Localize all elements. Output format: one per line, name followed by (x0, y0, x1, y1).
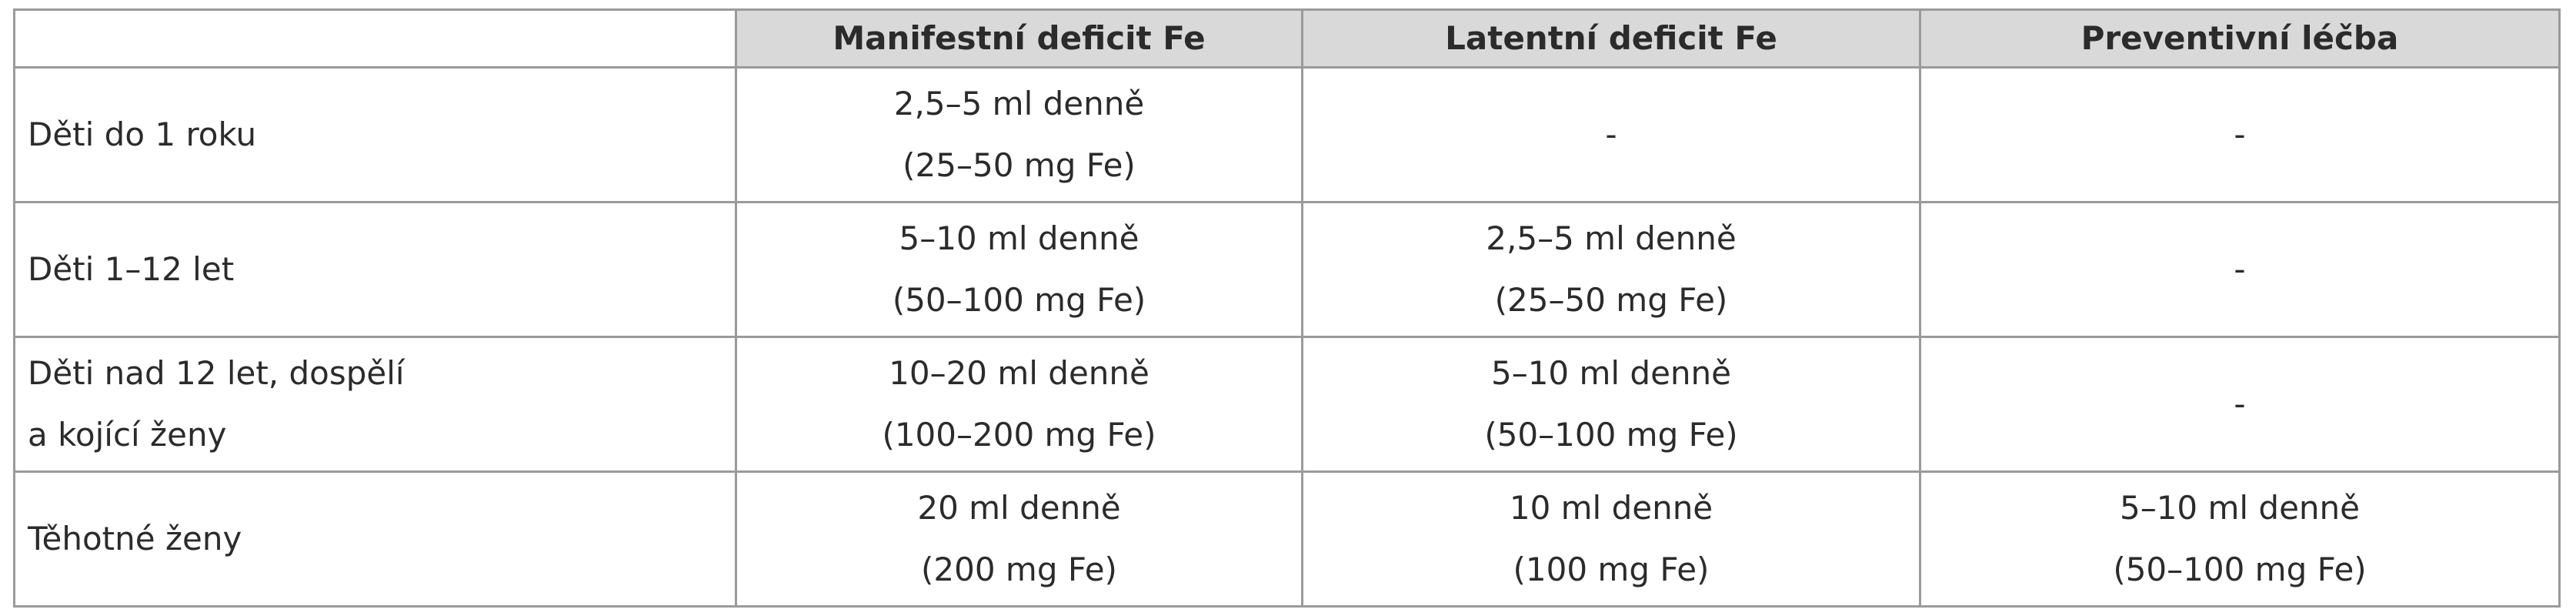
cell-line: - (2234, 250, 2246, 288)
cell-line: (25–50 mg Fe) (903, 146, 1136, 184)
table-cell: 5–10 ml denně (50–100 mg Fe) (735, 201, 1303, 338)
table-row: Děti nad 12 let, dospělí a kojící ženy 10–… (13, 336, 2561, 473)
cell-line: 10 ml denně (1509, 489, 1713, 527)
table-cell: 5–10 ml denně (50–100 mg Fe) (1919, 470, 2561, 608)
table-row: Děti do 1 roku 2,5–5 ml denně (25–50 mg Fe… (13, 66, 2561, 203)
header-cell: Manifestní deficit Fe (735, 8, 1303, 69)
table-cell: - (1919, 336, 2561, 473)
cell-line: a kojící ženy (28, 416, 227, 454)
table-cell: Děti nad 12 let, dospělí a kojící ženy (13, 336, 737, 473)
cell-line: (25–50 mg Fe) (1494, 281, 1728, 319)
cell-line: 5–10 ml denně (2119, 489, 2361, 527)
table-cell: Těhotné ženy (13, 470, 737, 608)
cell-line: Děti 1–12 let (28, 250, 235, 288)
table-row: Děti 1–12 let 5–10 ml denně (50–100 mg Fe)… (13, 201, 2561, 338)
cell-line: 20 ml denně (917, 489, 1121, 527)
table-row: Těhotné ženy 20 ml denně (200 mg Fe) 10 ml … (13, 470, 2561, 608)
table-cell: 10–20 ml denně (100–200 mg Fe) (735, 336, 1303, 473)
cell-line: 10–20 ml denně (889, 354, 1150, 392)
cell-line: (50–100 mg Fe) (892, 281, 1146, 319)
cell-line: (50–100 mg Fe) (1484, 416, 1738, 454)
table-cell: Děti 1–12 let (13, 201, 737, 338)
table-cell: 2,5–5 ml denně (25–50 mg Fe) (735, 66, 1303, 203)
table-cell: 20 ml denně (200 mg Fe) (735, 470, 1303, 608)
cell-line: (100 mg Fe) (1513, 551, 1710, 588)
cell-line: Děti do 1 roku (28, 116, 257, 153)
dosage-table: Manifestní deficit Fe Latentní deficit Fe… (13, 8, 2561, 608)
table-body: Děti do 1 roku 2,5–5 ml denně (25–50 mg Fe… (13, 66, 2561, 608)
table-cell: - (1919, 66, 2561, 203)
header-blank (13, 8, 737, 69)
cell-line: 2,5–5 ml denně (893, 85, 1145, 122)
header-cell: Preventivní léčba (1919, 8, 2561, 69)
cell-line: 2,5–5 ml denně (1486, 219, 1737, 257)
cell-line: - (2234, 385, 2246, 423)
cell-line: (50–100 mg Fe) (2113, 551, 2367, 588)
table-cell: - (1301, 66, 1921, 203)
cell-line: (100–200 mg Fe) (882, 416, 1156, 454)
table-cell: 10 ml denně (100 mg Fe) (1301, 470, 1921, 608)
table-cell: 2,5–5 ml denně (25–50 mg Fe) (1301, 201, 1921, 338)
table-cell: 5–10 ml denně (50–100 mg Fe) (1301, 336, 1921, 473)
cell-line: (200 mg Fe) (921, 551, 1117, 588)
cell-line: 5–10 ml denně (1490, 354, 1732, 392)
cell-line: - (2234, 116, 2246, 153)
header-cell: Latentní deficit Fe (1301, 8, 1921, 69)
cell-line: Těhotné ženy (28, 520, 242, 557)
cell-line: - (1605, 116, 1617, 153)
table-cell: Děti do 1 roku (13, 66, 737, 203)
cell-line: Děti nad 12 let, dospělí (28, 354, 405, 392)
cell-line: 5–10 ml denně (899, 219, 1140, 257)
table-cell: - (1919, 201, 2561, 338)
header-row: Manifestní deficit Fe Latentní deficit Fe… (13, 8, 2561, 69)
